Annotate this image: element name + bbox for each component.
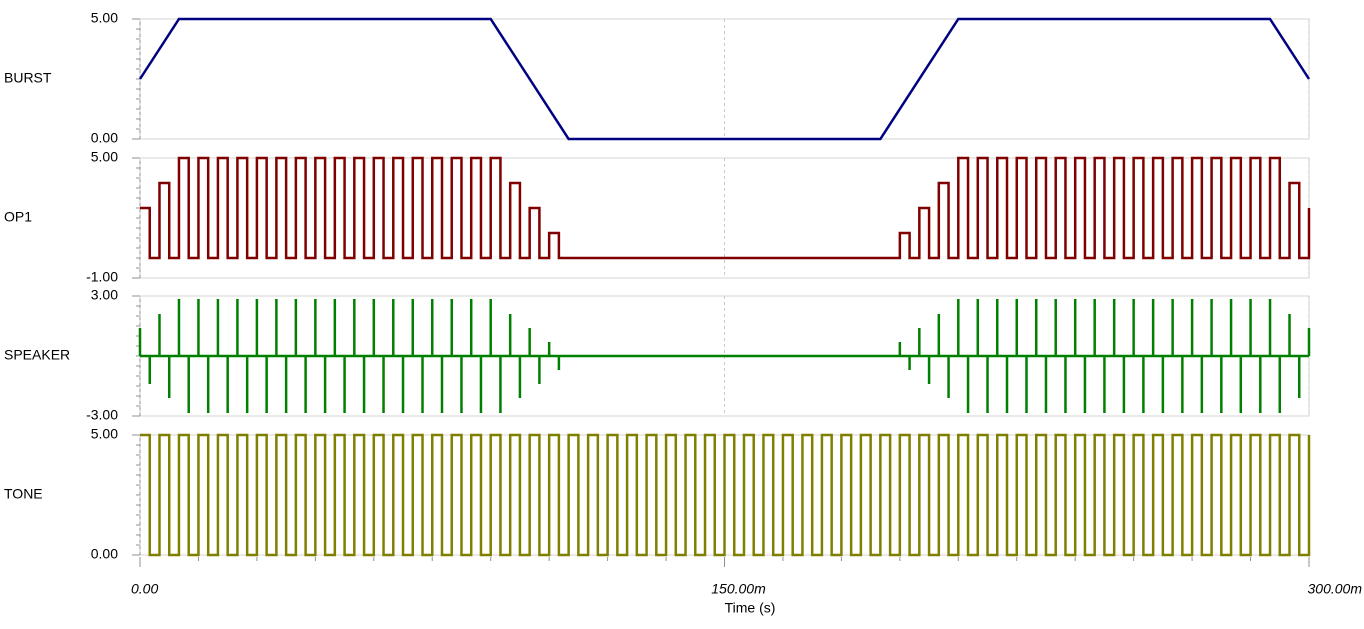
trace-label: TONE (4, 486, 43, 502)
x-tick-label: 150.00m (711, 581, 766, 597)
y-tick-label: 0.00 (91, 130, 118, 146)
x-tick-label: 0.00 (131, 581, 158, 597)
y-tick-label: 5.00 (91, 10, 118, 26)
y-tick-label: 5.00 (91, 426, 118, 442)
y-tick-label: 5.00 (91, 149, 118, 165)
trace (140, 156, 1311, 260)
x-axis-label: Time (s) (725, 600, 776, 616)
y-tick-label: 3.00 (91, 287, 118, 303)
x-tick-label: 300.00m (1308, 581, 1363, 597)
trace-label: OP1 (4, 209, 32, 225)
trace (140, 433, 1311, 557)
y-tick-label: -3.00 (86, 407, 118, 423)
trace-label: BURST (4, 70, 52, 86)
trace-label: SPEAKER (4, 347, 70, 363)
y-tick-label: 0.00 (91, 546, 118, 562)
trace (138, 17, 1311, 141)
y-tick-label: -1.00 (86, 269, 118, 285)
